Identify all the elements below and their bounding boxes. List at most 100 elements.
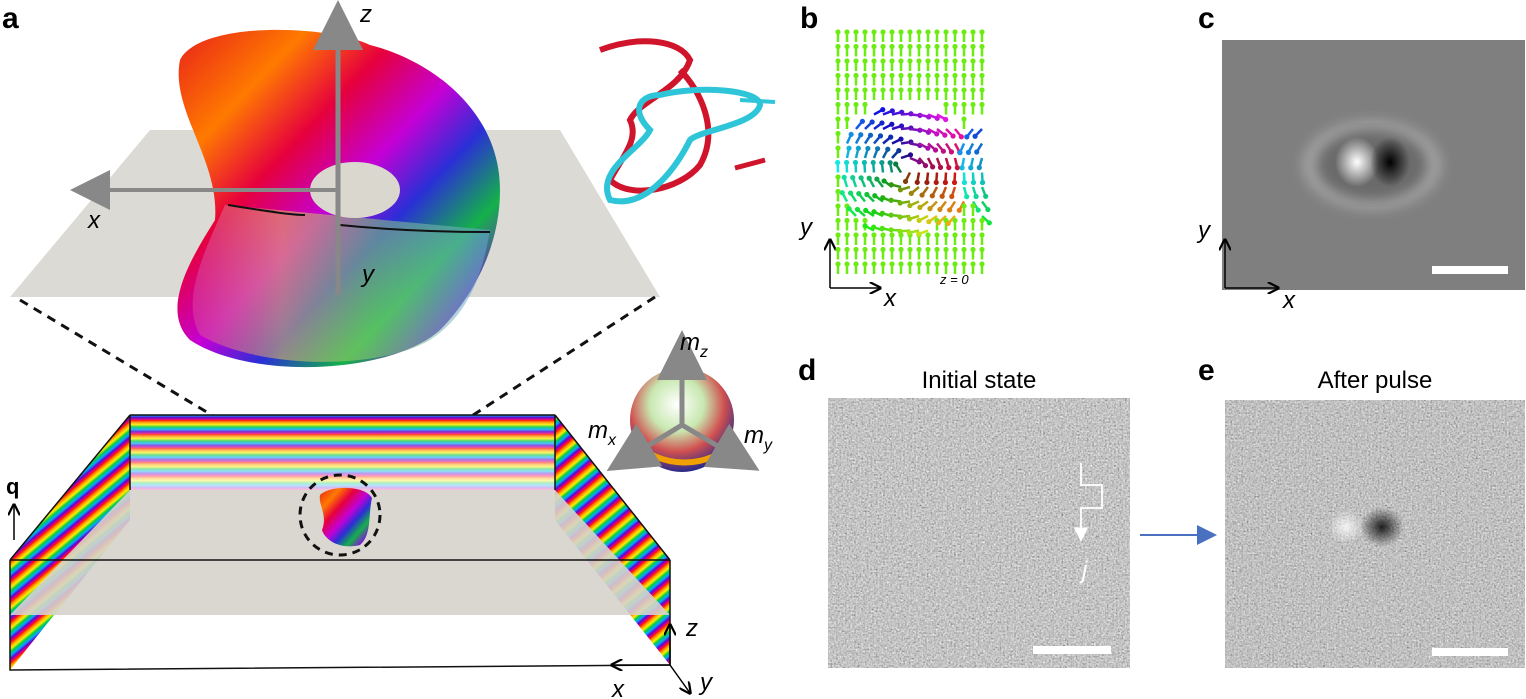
spin-arrow-head — [979, 29, 985, 35]
spin-arrow-head — [871, 261, 877, 267]
spin-arrow-head — [968, 165, 974, 171]
spin-arrow-head — [880, 43, 886, 50]
spin-arrow-head — [907, 87, 913, 93]
spin-arrow-head — [907, 246, 913, 253]
axis-label: x — [87, 207, 101, 234]
spin-arrow-head — [925, 43, 931, 50]
panel-c: c y x — [1196, 2, 1525, 314]
spin-arrow-head — [853, 246, 859, 253]
spin-arrow-head — [898, 261, 904, 267]
spin-arrow-head — [961, 261, 967, 267]
spin-arrow-head — [869, 119, 875, 125]
spin-arrow-head — [929, 193, 935, 199]
spin-arrow-head — [970, 203, 976, 209]
spin-arrow-head — [889, 261, 895, 267]
spin-arrow-head — [862, 261, 868, 267]
spin-arrow-head — [870, 159, 876, 166]
spin-arrow-head — [881, 178, 887, 184]
spin-arrow-head — [964, 134, 970, 140]
spin-arrow-head — [856, 191, 862, 197]
spin-arrow-head — [853, 29, 859, 35]
spin-arrow-head — [835, 217, 841, 224]
spin-arrow-head — [879, 210, 885, 216]
spin-arrow-head — [950, 133, 956, 139]
spin-arrow-head — [970, 87, 976, 93]
spin-arrow-head — [874, 176, 880, 182]
spin-arrow-head — [896, 148, 902, 154]
spin-arrow-head — [970, 232, 976, 238]
zoom-line — [369, 295, 656, 484]
spin-arrow-head — [858, 132, 864, 138]
spin-arrow-head — [916, 246, 922, 253]
spin-arrow-head — [898, 136, 904, 142]
spin-arrow-head — [916, 231, 922, 237]
spin-arrow-head — [907, 202, 913, 209]
axis-label: x — [883, 285, 897, 312]
spin-arrow-head — [954, 165, 960, 171]
spin-arrow-head — [952, 58, 958, 64]
axis-label: x — [611, 676, 625, 699]
panel-label: d — [798, 354, 816, 387]
spin-arrow-head — [862, 232, 868, 238]
spin-arrow-head — [986, 220, 992, 226]
scale-bar — [1432, 266, 1508, 274]
spin-arrow-head — [880, 72, 886, 79]
spin-arrow-head — [961, 43, 967, 50]
spin-arrow-head — [907, 58, 913, 64]
spin-arrow-head — [961, 116, 967, 122]
spin-arrow-head — [916, 58, 922, 64]
spin-arrow-head — [964, 194, 970, 200]
torus-lower — [192, 205, 490, 362]
spin-arrow-head — [871, 43, 877, 50]
spin-arrow-head — [943, 116, 949, 123]
spin-arrow-head — [855, 145, 861, 151]
spin-arrow-head — [865, 145, 871, 152]
spin-arrow-head — [839, 190, 845, 196]
spin-arrow-head — [983, 193, 989, 199]
spin-arrow-head — [871, 87, 877, 93]
spin-arrow-head — [943, 101, 949, 108]
spin-arrow-head — [906, 230, 912, 236]
spin-arrow-head — [902, 178, 909, 185]
spin-arrow-head — [848, 131, 854, 138]
spin-arrow-head — [835, 174, 841, 180]
spin-arrow-head — [934, 115, 940, 121]
spin-arrow-head — [908, 190, 914, 196]
spin-arrow-head — [880, 107, 886, 113]
spin-arrow-head — [835, 261, 841, 267]
spin-arrow-head — [961, 232, 967, 238]
noise-image — [828, 398, 1130, 668]
spin-arrow-head — [880, 261, 886, 267]
spin-arrow-head — [952, 87, 958, 93]
spin-arrow-head — [871, 232, 877, 238]
spin-arrow-head — [843, 159, 850, 166]
spin-arrow-head — [880, 87, 886, 93]
cut-line — [227, 204, 491, 233]
spin-arrow-head — [871, 58, 877, 64]
panel-label: a — [2, 2, 19, 35]
spin-arrow-head — [933, 179, 939, 186]
spin-arrow-head — [951, 179, 958, 186]
spin-arrow-head — [979, 232, 985, 238]
spin-arrow-head — [841, 174, 847, 181]
spin-arrow-head — [961, 246, 967, 253]
sphere-label: mx — [588, 417, 617, 449]
axis-label: y — [798, 214, 814, 241]
spin-arrow-head — [970, 261, 976, 267]
axis-label: z — [685, 615, 698, 642]
spin-arrow-head — [934, 72, 940, 79]
spin-arrow-head — [880, 195, 886, 201]
spin-arrow-head — [961, 101, 967, 108]
spin-arrow-head — [871, 224, 877, 230]
scale-bar — [1432, 648, 1508, 656]
spin-arrow-head — [907, 152, 914, 158]
spin-arrow-head — [975, 207, 981, 213]
spin-arrow-head — [889, 246, 895, 253]
spin-arrow-head — [850, 174, 856, 181]
spin-arrow-head — [871, 246, 877, 253]
spin-arrow-head — [898, 246, 904, 253]
spin-arrow-head — [922, 162, 929, 169]
spin-arrow-head — [948, 149, 955, 155]
spin-arrow-head — [942, 132, 948, 138]
label-sub: y — [763, 437, 773, 454]
